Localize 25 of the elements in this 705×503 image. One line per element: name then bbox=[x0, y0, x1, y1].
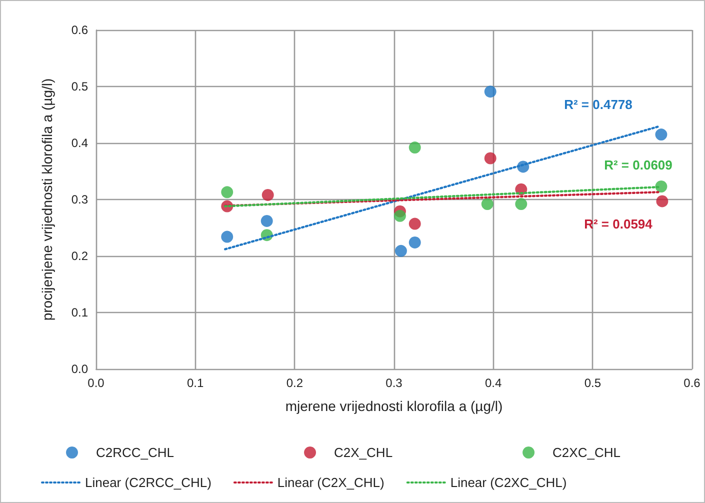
x-tick-label: 0.2 bbox=[286, 376, 304, 390]
x-tick-label: 0.0 bbox=[88, 376, 105, 390]
y-tick-label: 0.0 bbox=[71, 362, 88, 376]
x-axis-title: mjerene vrijednosti klorofila a (µg/l) bbox=[285, 398, 503, 414]
legend-label: Linear (C2RCC_CHL) bbox=[85, 475, 212, 490]
y-axis-title: procijenjene vrijednosti klorofila a (µg/l) bbox=[39, 78, 55, 321]
x-tick-label: 0.6 bbox=[684, 376, 701, 390]
x-tick-label: 0.4 bbox=[484, 376, 502, 390]
y-tick-label: 0.5 bbox=[71, 80, 88, 94]
x-tick-label: 0.1 bbox=[186, 376, 204, 390]
legend-label: C2X_CHL bbox=[334, 445, 393, 460]
y-tick-label: 0.3 bbox=[71, 192, 88, 206]
y-tick-label: 0.1 bbox=[71, 306, 88, 320]
y-tick-label: 0.2 bbox=[71, 249, 88, 263]
y-tick-label: 0.6 bbox=[71, 23, 88, 37]
legend-label: Linear (C2XC_CHL) bbox=[450, 475, 567, 490]
y-tick-label: 0.4 bbox=[71, 136, 88, 150]
x-tick-label: 0.3 bbox=[386, 376, 403, 390]
annotation: R² = 0.0609 bbox=[604, 158, 672, 173]
x-tick-label: 0.5 bbox=[584, 376, 602, 390]
legend-label: Linear (C2X_CHL) bbox=[277, 475, 384, 490]
annotation: R² = 0.0594 bbox=[584, 216, 654, 232]
legend-label: C2RCC_CHL bbox=[96, 445, 174, 460]
annotation: R² = 0.4778 bbox=[564, 97, 632, 112]
legend-label: C2XC_CHL bbox=[552, 445, 620, 460]
